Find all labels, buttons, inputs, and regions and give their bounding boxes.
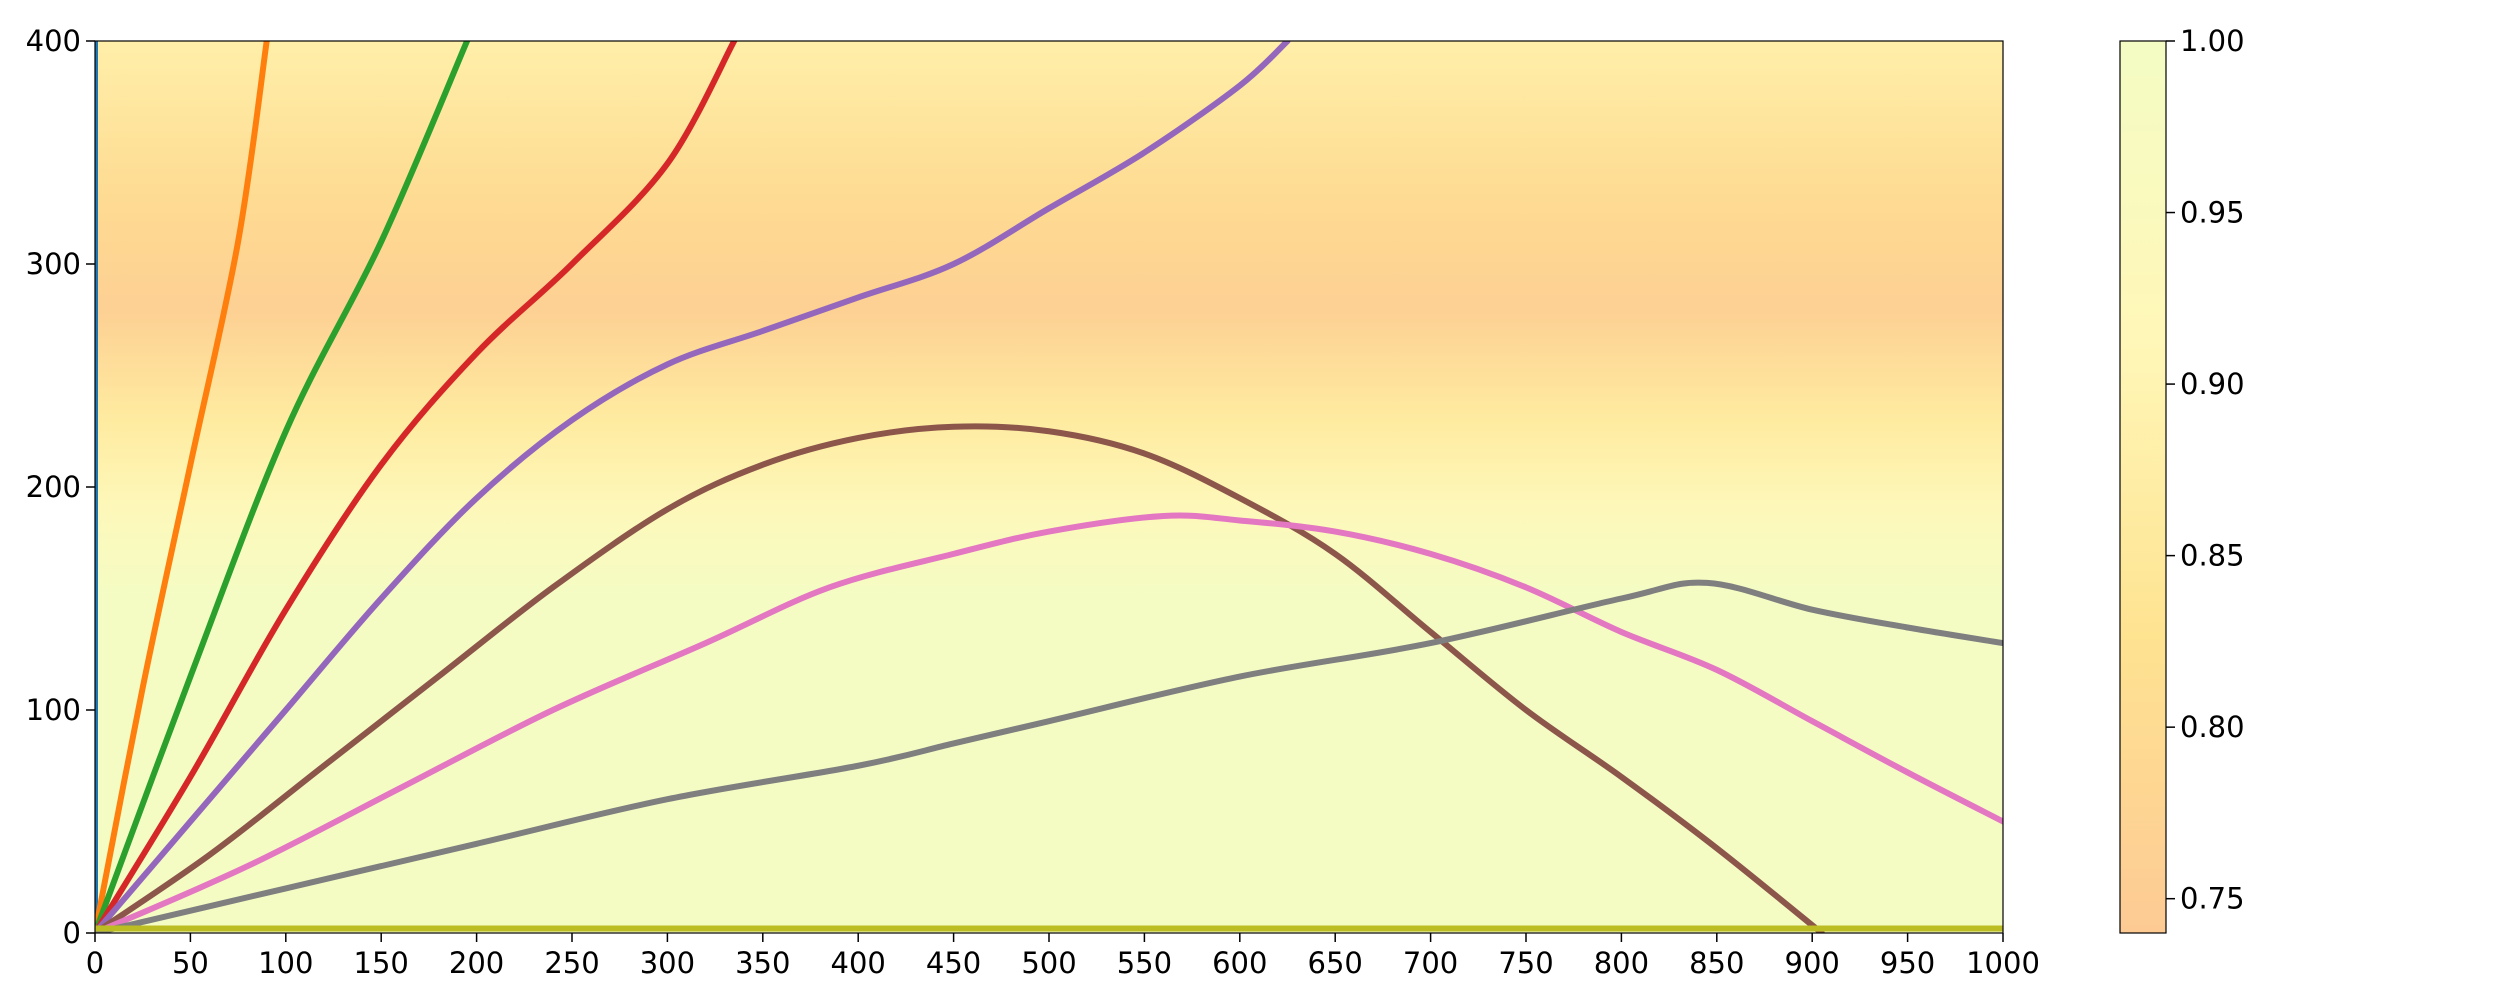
x-tick-label: 50 (172, 946, 209, 980)
y-tick-label: 200 (26, 470, 81, 504)
x-tick-label: 400 (831, 946, 886, 980)
x-tick-label: 800 (1594, 946, 1649, 980)
x-tick-label: 500 (1021, 946, 1076, 980)
x-tick-label: 950 (1880, 946, 1935, 980)
x-tick-label: 550 (1117, 946, 1172, 980)
x-tick-label: 200 (449, 946, 504, 980)
colorbar-tick-label: 0.75 (2180, 882, 2245, 916)
colorbar-tick-label: 0.80 (2180, 710, 2245, 744)
series-line-2 (95, 41, 270, 933)
x-tick-label: 600 (1212, 946, 1267, 980)
x-tick-label: 750 (1498, 946, 1553, 980)
colorbar-tick-label: 1.00 (2180, 24, 2245, 58)
y-tick-label: 0 (63, 916, 81, 950)
colorbar: 0.75 0.80 0.85 0.90 0.95 1.00 (2119, 24, 2245, 934)
x-tick-label: 650 (1308, 946, 1363, 980)
y-tick-label: 100 (26, 693, 81, 727)
series-line-8 (95, 579, 2003, 933)
y-tick-label: 300 (26, 247, 81, 281)
colorbar-ticks: 0.75 0.80 0.85 0.90 0.95 1.00 (2166, 24, 2245, 916)
y-axis: 0 100 200 300 400 (26, 24, 95, 950)
series-line-3 (95, 41, 471, 933)
series-line-6 (95, 423, 1825, 933)
x-tick-label: 300 (640, 946, 695, 980)
x-tick-label: 350 (735, 946, 790, 980)
series-line-5 (95, 41, 1291, 933)
x-tick-label: 450 (926, 946, 981, 980)
x-tick-label: 100 (258, 946, 313, 980)
x-tick-label: 1000 (1966, 946, 2040, 980)
x-tick-label: 700 (1403, 946, 1458, 980)
x-tick-label: 900 (1785, 946, 1840, 980)
x-tick-label: 150 (354, 946, 409, 980)
x-axis: 0 50 100 150 200 250 300 350 400 450 500 550 600 650 7… (86, 933, 2040, 980)
series-line-7 (95, 512, 2003, 933)
x-tick-label: 0 (86, 946, 104, 980)
x-tick-label: 250 (544, 946, 599, 980)
colorbar-tick-label: 0.85 (2180, 539, 2245, 573)
y-tick-label: 400 (26, 24, 81, 58)
colorbar-tick-label: 0.90 (2180, 367, 2245, 401)
colorbar-gradient (2119, 40, 2167, 934)
colorbar-tick-label: 0.95 (2180, 196, 2245, 230)
series-line-4 (95, 41, 738, 933)
x-tick-label: 850 (1689, 946, 1744, 980)
